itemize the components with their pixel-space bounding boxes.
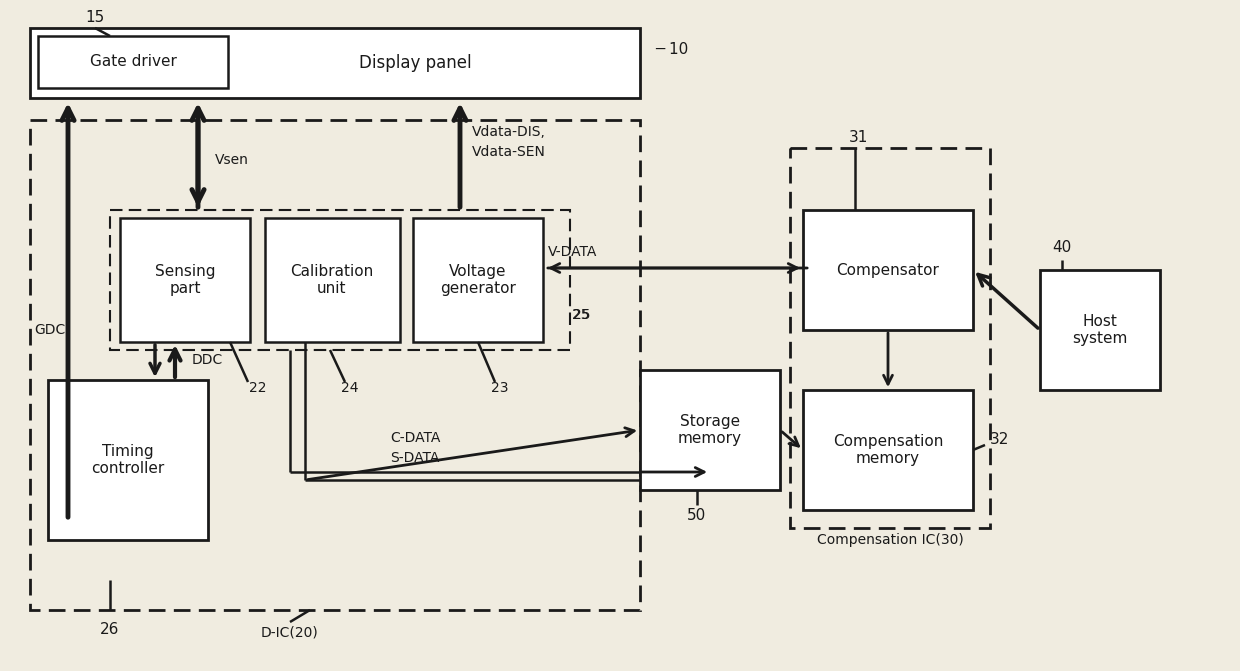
Text: ─ 10: ─ 10 [655,42,688,58]
Text: S-DATA: S-DATA [391,451,439,465]
Text: Vdata-DIS,: Vdata-DIS, [472,125,546,139]
Bar [1040,270,1159,390]
Text: Compensation
memory: Compensation memory [833,433,944,466]
Text: 40: 40 [1053,240,1071,256]
Text: 25: 25 [572,308,589,322]
Text: Vsen: Vsen [215,153,249,167]
Text: V-DATA: V-DATA [548,245,598,259]
Bar [265,218,401,342]
Text: Compensator: Compensator [837,262,940,278]
Bar [48,380,208,540]
Text: 22: 22 [249,381,267,395]
Text: C-DATA: C-DATA [391,431,440,445]
Bar [804,210,973,330]
Bar [110,210,570,350]
Text: Voltage
generator: Voltage generator [440,264,516,296]
Text: 24: 24 [341,381,358,395]
Bar [120,218,250,342]
Text: 23: 23 [491,381,508,395]
Text: D-IC(20): D-IC(20) [262,625,319,639]
Text: Sensing
part: Sensing part [155,264,216,296]
Text: Compensation IC(30): Compensation IC(30) [817,533,963,547]
Text: 25: 25 [573,308,590,322]
Bar [30,28,640,98]
Text: 26: 26 [100,623,120,637]
Text: Display panel: Display panel [358,54,471,72]
Bar [30,120,640,610]
Text: 15: 15 [86,11,104,25]
Bar [790,148,990,528]
Text: Calibration
unit: Calibration unit [290,264,373,296]
Text: 50: 50 [687,507,707,523]
Text: 31: 31 [848,130,868,146]
Text: GDC: GDC [35,323,66,337]
Bar [413,218,543,342]
Text: DDC: DDC [192,353,223,367]
Text: Vdata-SEN: Vdata-SEN [472,145,546,159]
Text: Gate driver: Gate driver [89,54,176,70]
Text: 32: 32 [990,433,1009,448]
Bar [38,36,228,88]
Bar [640,370,780,490]
Text: Storage
memory: Storage memory [678,414,742,446]
Bar [804,390,973,510]
Text: Timing
controller: Timing controller [92,444,165,476]
Text: Host
system: Host system [1073,314,1127,346]
